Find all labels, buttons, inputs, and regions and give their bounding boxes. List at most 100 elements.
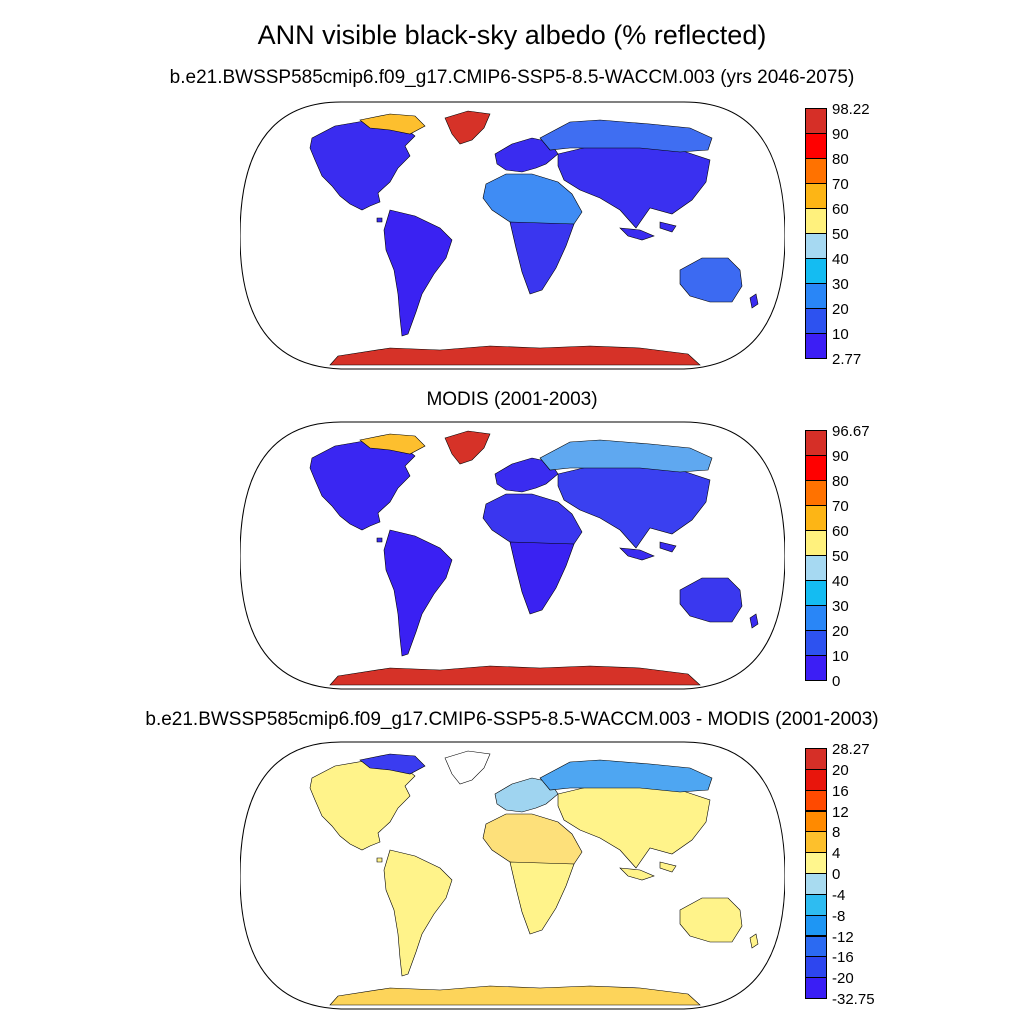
colorbar-swatch [805, 655, 827, 681]
region-europe [494, 457, 559, 493]
region-antarctica [329, 665, 701, 686]
colorbar-tick-label: 50 [832, 548, 849, 565]
colorbar-swatch [805, 455, 827, 481]
colorbar-tick-label: 20 [832, 761, 849, 779]
colorbar-swatch [805, 258, 827, 284]
colorbar-swatch [805, 283, 827, 309]
colorbar-swatch [805, 308, 827, 334]
colorbar-swatch [805, 789, 827, 812]
region-australia [679, 577, 743, 623]
colorbar-swatch [805, 956, 827, 979]
region-antarctica [329, 985, 701, 1006]
region-greenland [444, 110, 491, 145]
colorbar-tick-label: 90 [832, 126, 849, 143]
panel-3-title: b.e21.BWSSP585cmip6.f09_g17.CMIP6-SSP5-8… [145, 709, 879, 730]
colorbar-swatch [805, 630, 827, 656]
colorbar-tick-label: 16 [832, 782, 849, 800]
region-south-america [383, 849, 453, 977]
region-australia [679, 257, 743, 303]
colorbar-swatch [805, 208, 827, 234]
colorbar-tick-label: 12 [832, 803, 849, 821]
colorbar-swatch [805, 233, 827, 259]
colorbar-swatch [805, 430, 827, 456]
colorbar-tick-label: 50 [832, 226, 849, 243]
colorbar-swatch [805, 333, 827, 359]
colorbar-swatch [805, 183, 827, 209]
colorbar-swatch [805, 580, 827, 606]
colorbar-tick-label: 28.27 [832, 741, 870, 758]
panel-2-map [240, 421, 785, 690]
colorbar-swatch [805, 505, 827, 531]
colorbar-tick-label: 40 [832, 573, 849, 590]
region-australia [679, 897, 743, 943]
colorbar-swatch [805, 158, 827, 184]
region-arctic-islands [359, 753, 426, 775]
region-small-islands [376, 217, 759, 309]
colorbar-tick-label: 10 [832, 326, 849, 343]
colorbar-swatch [805, 810, 827, 833]
region-siberia [539, 759, 713, 793]
colorbar-swatch [805, 831, 827, 854]
colorbar-swatch [805, 555, 827, 581]
colorbar-tick-label: 80 [832, 473, 849, 490]
region-africa-south [509, 861, 575, 935]
colorbar-tick-label: 80 [832, 151, 849, 168]
colorbar-swatch [805, 852, 827, 874]
colorbar-tick-label: 0 [832, 866, 841, 883]
colorbar-tick-label: -32.75 [832, 991, 875, 1008]
region-europe [494, 137, 559, 173]
region-greenland [444, 750, 491, 785]
colorbar-swatch [805, 133, 827, 159]
region-small-islands [376, 857, 759, 949]
colorbar-tick-label: 10 [832, 648, 849, 665]
region-arctic-islands [359, 433, 426, 455]
panel-1-map [240, 101, 785, 370]
colorbar-tick-label: 8 [832, 824, 841, 842]
region-africa-north [482, 493, 583, 547]
region-africa-north [482, 813, 583, 867]
colorbar-swatch [805, 935, 827, 958]
figure-title: ANN visible black-sky albedo (% reflecte… [257, 20, 767, 50]
colorbar-tick-label: 98.22 [832, 101, 870, 118]
colorbar-swatch [805, 748, 827, 770]
colorbar-tick-label: 4 [832, 845, 841, 863]
colorbar-tick-label: 20 [832, 623, 849, 640]
colorbar-tick-label: -12 [832, 928, 854, 946]
panel-3-map [240, 741, 785, 1010]
region-europe [494, 777, 559, 813]
colorbar-tick-label: -4 [832, 886, 846, 904]
region-arctic-islands [359, 113, 426, 135]
colorbar-tick-label: 70 [832, 176, 849, 193]
colorbar-tick-label: -8 [832, 907, 846, 925]
colorbar-swatch [805, 873, 827, 895]
colorbar-swatch [805, 977, 827, 999]
region-africa-south [509, 221, 575, 295]
colorbar-tick-label: 90 [832, 448, 849, 465]
region-antarctica [329, 345, 701, 366]
region-africa-north [482, 173, 583, 227]
region-small-islands [376, 537, 759, 629]
colorbar-swatch [805, 530, 827, 556]
colorbar-swatch [805, 893, 827, 916]
colorbar-tick-label: 70 [832, 498, 849, 515]
region-africa-south [509, 541, 575, 615]
region-siberia [539, 439, 713, 473]
colorbar-tick-label: 60 [832, 523, 849, 540]
region-south-america [383, 529, 453, 657]
colorbar-swatch [805, 768, 827, 791]
region-siberia [539, 119, 713, 153]
panel-1-title: b.e21.BWSSP585cmip6.f09_g17.CMIP6-SSP5-8… [169, 67, 855, 88]
region-south-america [383, 209, 453, 337]
colorbar-tick-label: 60 [832, 201, 849, 218]
colorbar-tick-label: 30 [832, 598, 849, 615]
colorbar-tick-label: -16 [832, 949, 854, 967]
colorbar-tick-label: 96.67 [832, 423, 870, 440]
colorbar-tick-label: 20 [832, 301, 849, 318]
colorbar-tick-label: 30 [832, 276, 849, 293]
colorbar-swatch [805, 914, 827, 937]
colorbar-tick-label: -20 [832, 970, 854, 988]
colorbar-swatch [805, 605, 827, 631]
colorbar-tick-label: 2.77 [832, 351, 862, 368]
colorbar-swatch [805, 108, 827, 134]
colorbar-swatch [805, 480, 827, 506]
